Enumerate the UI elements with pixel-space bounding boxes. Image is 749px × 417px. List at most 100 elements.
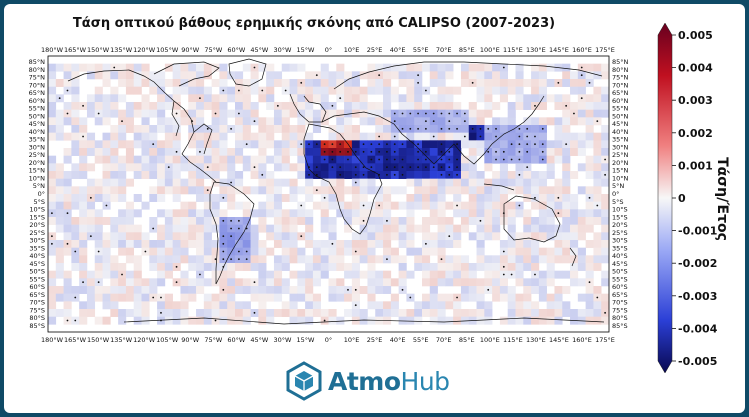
trend-cell <box>406 71 415 80</box>
trend-cell <box>203 86 212 95</box>
trend-cell <box>79 148 88 156</box>
trend-cell <box>375 224 384 233</box>
trend-cell <box>577 148 586 156</box>
trend-cell <box>71 286 80 294</box>
trend-cell <box>188 217 197 225</box>
trend-cell <box>531 240 540 248</box>
trend-cell <box>227 240 236 248</box>
trend-cell <box>328 316 337 325</box>
trend-cell <box>320 201 329 210</box>
trend-cell <box>546 217 555 225</box>
trend-cell <box>453 186 462 195</box>
trend-cell <box>375 270 384 279</box>
trend-cell <box>211 217 220 225</box>
trend-cell <box>422 186 431 195</box>
significance-dot <box>409 127 412 130</box>
trend-cell <box>219 71 228 80</box>
trend-cell <box>133 270 142 279</box>
lat-label-right: 60°N <box>612 97 629 105</box>
trend-cell <box>281 140 290 149</box>
significance-dot <box>417 74 420 77</box>
trend-cell <box>141 132 150 141</box>
trend-cell <box>492 201 501 210</box>
trend-cell <box>398 263 407 271</box>
trend-cell <box>515 163 524 172</box>
trend-cell <box>538 293 547 302</box>
trend-cell <box>601 194 609 202</box>
significance-dot <box>386 158 388 161</box>
trend-cell <box>445 63 454 72</box>
trend-cell <box>468 270 477 279</box>
trend-cell <box>289 186 298 195</box>
trend-cell <box>414 186 423 195</box>
trend-cell <box>235 148 244 156</box>
significance-dot <box>82 104 84 107</box>
trend-cell <box>344 125 353 133</box>
trend-cell <box>562 125 571 133</box>
trend-cell <box>585 140 594 149</box>
trend-cell <box>328 232 337 241</box>
trend-cell <box>570 247 579 256</box>
trend-cell <box>125 255 135 264</box>
trend-cell <box>203 301 212 310</box>
trend-cell <box>188 163 197 172</box>
trend-cell <box>55 163 64 172</box>
trend-cell <box>63 247 72 256</box>
significance-dot <box>222 235 225 238</box>
trend-cell <box>94 293 103 302</box>
trend-cell <box>312 247 322 256</box>
trend-cell <box>367 255 376 264</box>
trend-cell <box>476 109 485 118</box>
lat-label-right: 75°S <box>612 306 628 314</box>
trend-cell <box>375 301 384 310</box>
trend-cell <box>312 125 322 133</box>
trend-cell <box>258 125 267 133</box>
trend-cell <box>125 163 135 172</box>
trend-cell <box>266 201 275 210</box>
trend-cell <box>63 286 72 294</box>
significance-dot <box>230 258 233 261</box>
significance-dot <box>393 135 396 138</box>
trend-cell <box>406 201 415 210</box>
trend-cell <box>133 240 142 248</box>
trend-cell <box>133 132 142 141</box>
trend-cell <box>460 263 470 271</box>
trend-cell <box>577 255 586 264</box>
trend-cell <box>79 163 88 172</box>
significance-dot <box>456 204 458 207</box>
trend-cell <box>538 186 547 195</box>
trend-cell <box>180 224 189 233</box>
trend-cell <box>328 109 337 118</box>
significance-dot <box>370 143 373 146</box>
significance-dot <box>97 250 100 253</box>
trend-cell <box>118 109 127 118</box>
trend-cell <box>570 224 579 233</box>
trend-cell <box>562 232 571 241</box>
trend-cell <box>328 132 337 141</box>
trend-cell <box>235 286 244 294</box>
trend-cell <box>48 217 57 225</box>
trend-cell <box>118 316 127 325</box>
lon-label-bottom: 30°W <box>273 336 292 344</box>
trend-cell <box>63 71 72 80</box>
trend-cell <box>453 255 462 264</box>
trend-cell <box>312 155 322 164</box>
trend-cell <box>133 71 142 80</box>
trend-cell <box>484 140 493 149</box>
trend-cell <box>507 178 516 187</box>
trend-cell <box>55 132 64 141</box>
trend-cell <box>63 117 72 126</box>
trend-cell <box>437 270 446 279</box>
lon-label-top: 180°W <box>41 46 64 54</box>
lat-label-left: 60°N <box>29 97 46 105</box>
trend-cell <box>492 86 501 95</box>
trend-cell <box>437 194 446 202</box>
trend-cell <box>227 278 236 287</box>
trend-cell <box>523 286 532 294</box>
trend-cell <box>180 240 189 248</box>
trend-cell <box>359 94 368 103</box>
significance-dot <box>424 166 427 169</box>
trend-cell <box>289 140 298 149</box>
trend-cell <box>422 309 431 317</box>
trend-cell <box>344 186 353 195</box>
